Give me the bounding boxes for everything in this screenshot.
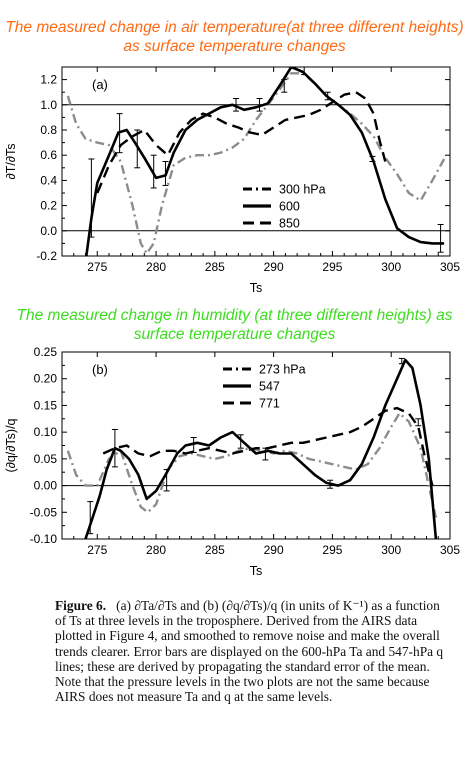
figure-charts: -0.2 0.0 0.2 0.4 0.6 0.8 1.0 1.2 275 280 285 290 295… bbox=[4, 66, 460, 578]
error-bar bbox=[162, 161, 169, 186]
humidity-title: The measured change in humidity (at thre… bbox=[16, 307, 453, 343]
y-tick-label: 0.15 bbox=[34, 398, 58, 412]
y-tick-label: 1.0 bbox=[40, 98, 57, 112]
error-bar bbox=[237, 434, 244, 449]
x-tick-label: 275 bbox=[87, 543, 107, 557]
error-bar bbox=[134, 129, 141, 169]
x-tick-label: 275 bbox=[87, 260, 107, 274]
y-tick-label: 0.00 bbox=[34, 479, 58, 493]
error-bar bbox=[233, 98, 240, 112]
error-bar bbox=[256, 98, 263, 112]
caption-text: (a) ∂Ta/∂Ts and (b) (∂q/∂Ts)/q (in units… bbox=[55, 598, 444, 705]
chart-a: -0.2 0.0 0.2 0.4 0.6 0.8 1.0 1.2 275 280 285 290 295… bbox=[4, 66, 460, 295]
x-tick-label: 280 bbox=[146, 543, 166, 557]
error-bar bbox=[111, 428, 118, 468]
error-bar bbox=[324, 91, 331, 101]
series-line-3 bbox=[102, 406, 434, 486]
y-tick-label: 0.2 bbox=[40, 199, 57, 213]
y-tick-label: 0.10 bbox=[34, 425, 58, 439]
y-tick-label: -0.10 bbox=[30, 532, 58, 546]
x-axis-label: Ts bbox=[250, 564, 263, 578]
y-tick-label: 1.2 bbox=[40, 73, 57, 87]
plot-frame bbox=[61, 351, 451, 540]
y-tick-label: 0.05 bbox=[34, 452, 58, 466]
panel-label: (a) bbox=[92, 77, 108, 92]
x-tick-label: 280 bbox=[146, 260, 166, 274]
y-tick-label: -0.05 bbox=[30, 505, 58, 519]
error-bar bbox=[190, 436, 197, 453]
error-bar bbox=[87, 501, 94, 535]
air-temperature-title: The measured change in air temperature(a… bbox=[5, 19, 464, 55]
series-line-1 bbox=[66, 72, 446, 255]
x-tick-label: 285 bbox=[205, 543, 225, 557]
error-bar bbox=[398, 357, 405, 365]
y-tick-label: 0.8 bbox=[40, 123, 57, 137]
error-bar bbox=[163, 469, 170, 492]
x-axis-label: Ts bbox=[250, 281, 263, 295]
x-tick-label: 300 bbox=[381, 260, 401, 274]
y-tick-label: 0.4 bbox=[40, 173, 57, 187]
error-bar bbox=[415, 418, 422, 427]
series-line-3 bbox=[96, 90, 387, 194]
legend-label: 300 hPa bbox=[279, 183, 326, 197]
error-bar bbox=[88, 158, 95, 238]
y-tick-label: 0.6 bbox=[40, 148, 57, 162]
y-tick-label: 0.0 bbox=[40, 224, 57, 238]
error-bar bbox=[437, 224, 444, 253]
series-line-2 bbox=[84, 358, 438, 539]
error-bar bbox=[116, 113, 123, 154]
legend-label: 850 bbox=[279, 217, 300, 231]
caption-label: Figure 6. bbox=[55, 598, 107, 613]
series-group bbox=[66, 67, 446, 256]
chart-b: -0.10 -0.05 0.00 0.05 0.10 0.15 0.20 0.25 275 280… bbox=[4, 345, 460, 578]
x-tick-label: 295 bbox=[322, 543, 342, 557]
y-tick-label: 0.25 bbox=[34, 345, 58, 359]
x-tick-label: 295 bbox=[322, 260, 342, 274]
error-bar bbox=[262, 447, 269, 461]
error-bar bbox=[327, 479, 334, 489]
legend-label: 273 hPa bbox=[259, 363, 306, 377]
error-bar bbox=[150, 154, 157, 189]
x-tick-label: 285 bbox=[205, 260, 225, 274]
series-line-1 bbox=[66, 412, 438, 518]
series-group bbox=[66, 358, 438, 539]
figure-caption: Figure 6. (a) ∂Ta/∂Ts and (b) (∂q/∂Ts)/q… bbox=[55, 598, 450, 704]
error-bar bbox=[369, 155, 376, 162]
y-axis-label: ∂T/∂Ts bbox=[4, 144, 18, 180]
error-bar bbox=[301, 67, 308, 76]
plot-frame bbox=[61, 66, 451, 257]
legend-label: 771 bbox=[259, 397, 280, 411]
error-bar bbox=[281, 79, 288, 93]
x-tick-label: 290 bbox=[264, 260, 284, 274]
y-tick-label: -0.2 bbox=[36, 249, 57, 263]
x-tick-label: 305 bbox=[440, 543, 460, 557]
legend-label: 547 bbox=[259, 380, 280, 394]
x-tick-label: 300 bbox=[381, 543, 401, 557]
x-tick-label: 305 bbox=[440, 260, 460, 274]
x-tick-label: 290 bbox=[264, 543, 284, 557]
series-line-2 bbox=[85, 67, 445, 256]
panel-label: (b) bbox=[92, 362, 108, 377]
legend-label: 600 bbox=[279, 200, 300, 214]
y-tick-label: 0.20 bbox=[34, 372, 58, 386]
y-axis-label: (∂q/∂Ts)/q bbox=[4, 418, 18, 472]
